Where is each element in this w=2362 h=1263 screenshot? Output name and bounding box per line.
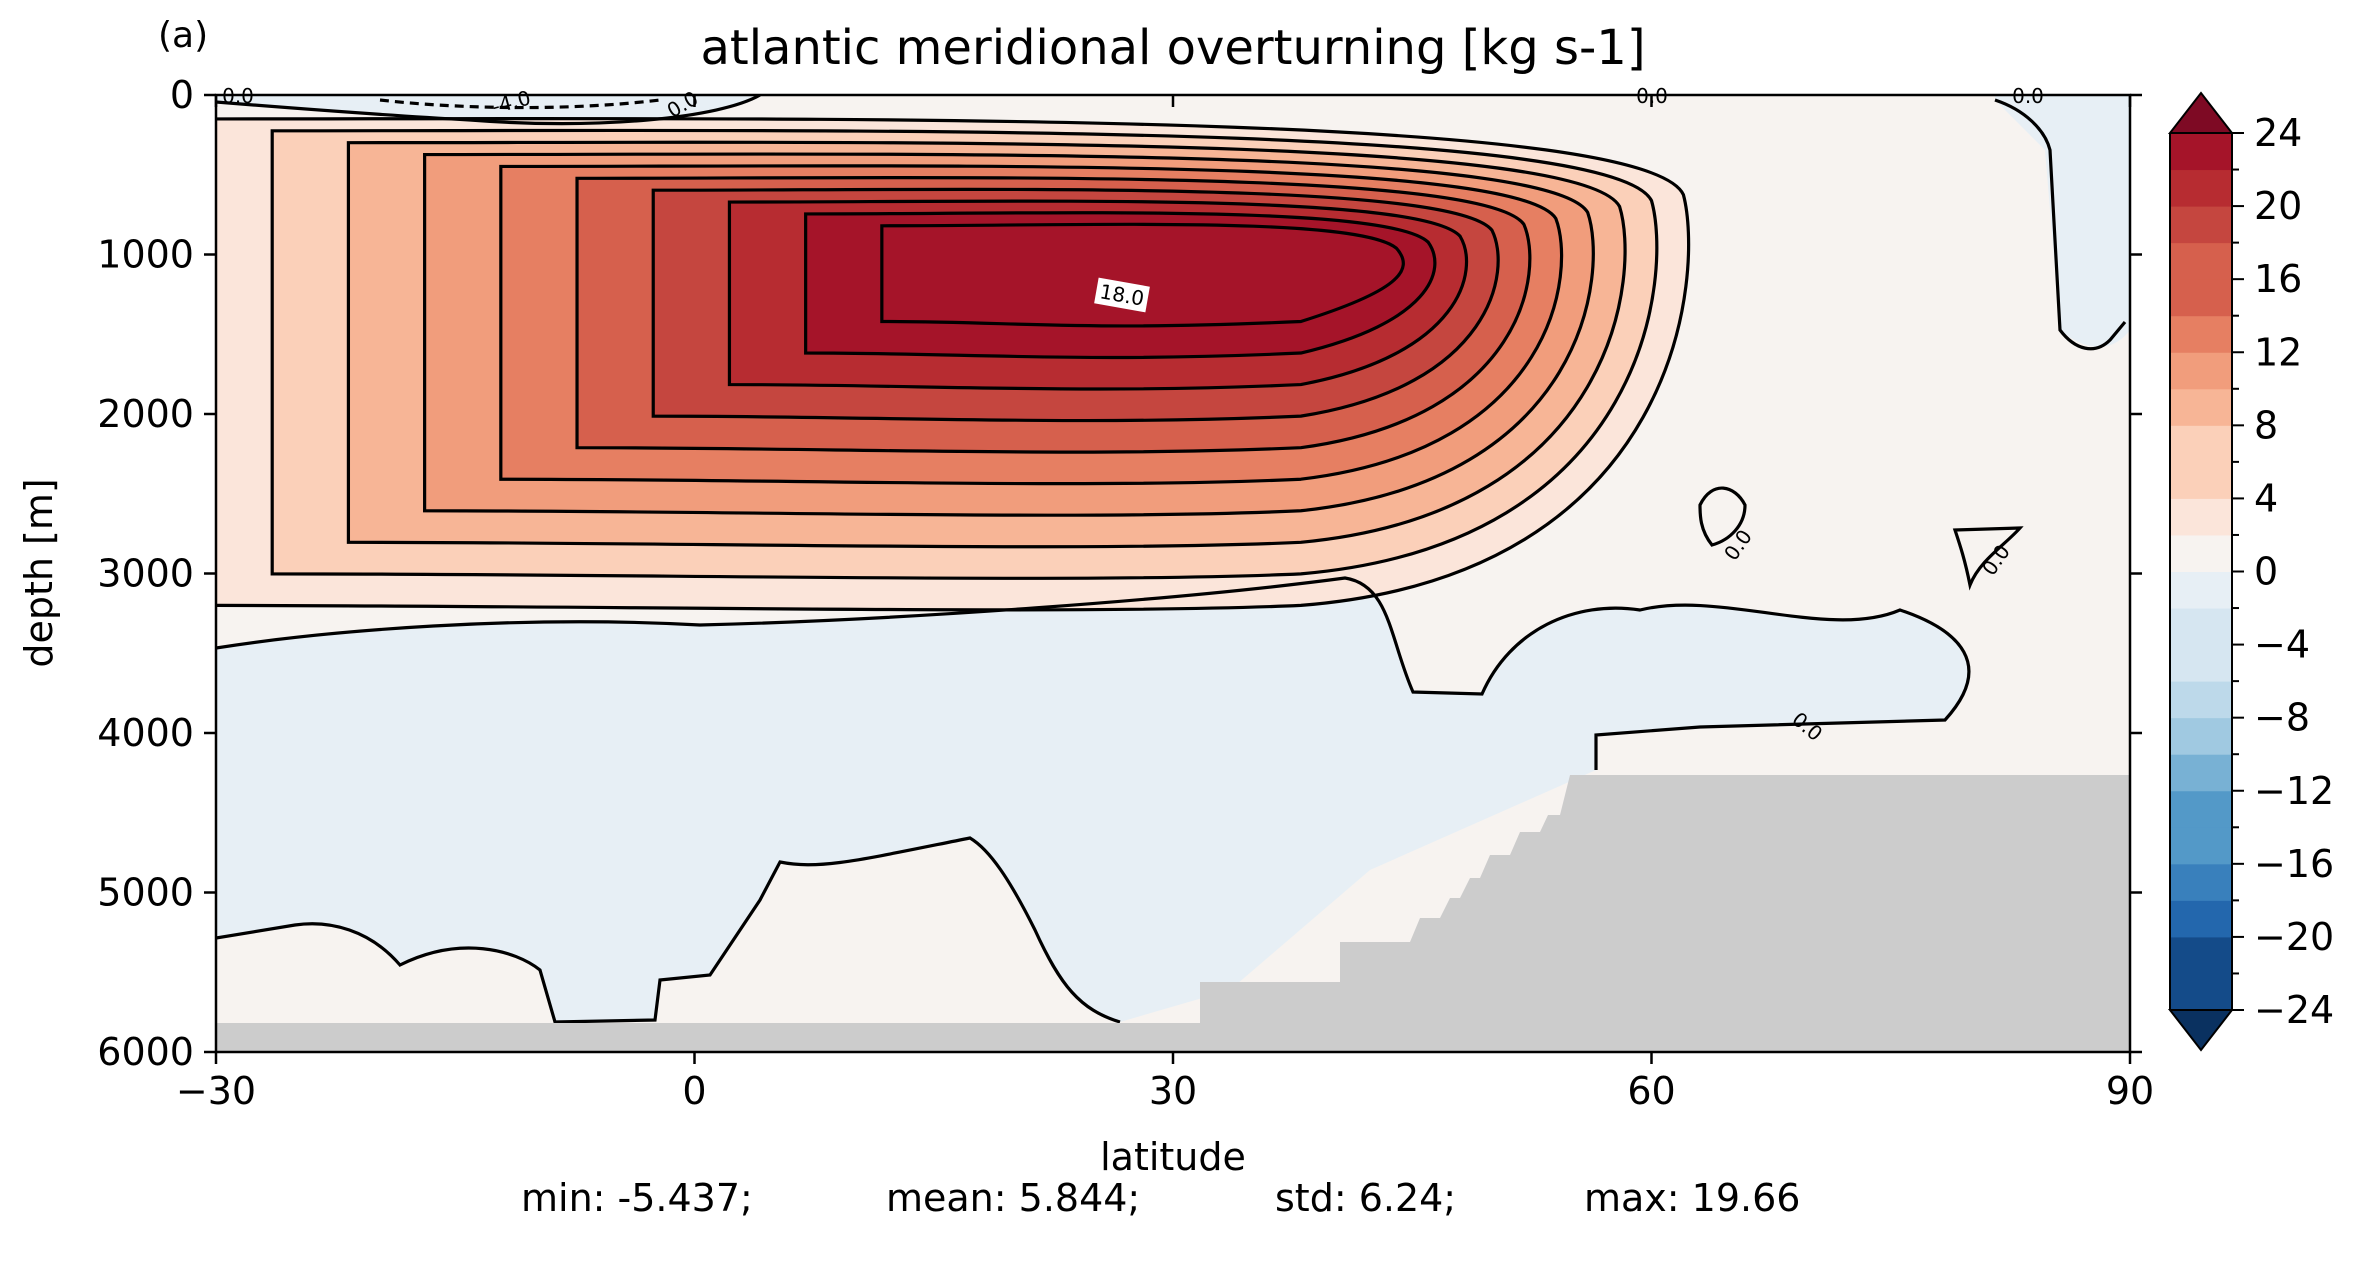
colorbar-tick-label: 0 <box>2254 550 2278 594</box>
stat-std: std: 6.24; <box>1275 1176 1456 1220</box>
colorbar-tick-label: −20 <box>2254 915 2334 959</box>
y-tick-label: 6000 <box>97 1030 194 1074</box>
colorbar-bin <box>2170 790 2232 828</box>
x-axis: −30 0 30 60 90 <box>176 95 2154 1113</box>
x-tick-label: 60 <box>1627 1069 1675 1113</box>
colorbar-bin <box>2170 206 2232 244</box>
y-tick-label: 0 <box>170 73 194 117</box>
contour-line-zero-deep <box>216 576 1971 770</box>
chart-title: atlantic meridional overturning [kg s-1] <box>700 20 1645 76</box>
colorbar-bin <box>2170 608 2232 646</box>
panel-label: (a) <box>158 15 208 56</box>
colorbar-extend-min <box>2167 1009 2235 1052</box>
colorbar-bin <box>2170 461 2232 499</box>
stats-line: min: -5.437; mean: 5.844; std: 6.24; max… <box>521 1176 1800 1220</box>
contour-line-small-loop <box>1698 486 1747 547</box>
contour-line-surface <box>216 95 761 126</box>
y-tick-label: 4000 <box>97 711 194 755</box>
y-axis: 0 1000 2000 3000 4000 5000 6000 <box>97 73 2142 1074</box>
colorbar-tick-label: 16 <box>2254 257 2302 301</box>
contour-line-north-loop <box>1952 526 2024 591</box>
colorbar: 24 20 16 12 8 4 0 −4 −8 −12 −16 −20 −24 <box>2167 91 2334 1052</box>
colorbar-extend-max <box>2167 91 2235 134</box>
colorbar-bin <box>2170 936 2232 974</box>
colorbar-bin <box>2170 242 2232 280</box>
colorbar-bin <box>2170 827 2232 865</box>
colorbar-tick-label: 12 <box>2254 330 2302 374</box>
x-tick-label: 0 <box>682 1069 706 1113</box>
y-axis-label: depth [m] <box>17 478 61 667</box>
x-axis-label: latitude <box>1100 1135 1246 1179</box>
colorbar-bin <box>2170 169 2232 207</box>
colorbar-bin <box>2170 534 2232 572</box>
deep-negative-cell <box>216 578 1969 1022</box>
x-tick-label: 30 <box>1149 1069 1197 1113</box>
y-tick-label: 1000 <box>97 233 194 277</box>
colorbar-bin <box>2170 425 2232 463</box>
colorbar-bin <box>2170 717 2232 755</box>
plot-area <box>216 95 2130 1052</box>
colorbar-tick-label: 24 <box>2254 111 2302 155</box>
colorbar-bin <box>2170 973 2232 1011</box>
contour-line-zero-bottom <box>216 836 1121 1024</box>
x-tick-label: −30 <box>176 1069 256 1113</box>
positive-overturning-cell <box>216 116 1691 612</box>
colorbar-tick-label: −8 <box>2254 696 2310 740</box>
colorbar-bin <box>2170 681 2232 719</box>
colorbar-tick-label: 4 <box>2254 476 2278 520</box>
colorbar-bin <box>2170 315 2232 353</box>
colorbar-tick-label: 8 <box>2254 403 2278 447</box>
stat-max: max: 19.66 <box>1584 1176 1800 1220</box>
positive-contour-level <box>880 222 1405 328</box>
colorbar-bin <box>2170 571 2232 609</box>
stat-min: min: -5.437; <box>521 1176 753 1220</box>
stat-mean: mean: 5.844; <box>886 1176 1140 1220</box>
colorbar-tick-label: −24 <box>2254 988 2334 1032</box>
colorbar-bin <box>2170 644 2232 682</box>
colorbar-tick-label: 20 <box>2254 184 2302 228</box>
colorbar-bin <box>2170 900 2232 938</box>
colorbar-tick-label: −12 <box>2254 769 2334 813</box>
land-mask <box>216 775 2130 1052</box>
y-tick-label: 2000 <box>97 392 194 436</box>
y-tick-label: 5000 <box>97 871 194 915</box>
arctic-negative-strip <box>1995 95 2130 347</box>
contour-line-surface-neg <box>379 98 661 110</box>
contour-line-arctic <box>1994 98 2127 351</box>
colorbar-bin <box>2170 388 2232 426</box>
colorbar-bin <box>2170 133 2232 171</box>
y-tick-label: 3000 <box>97 552 194 596</box>
colorbar-tick-label: −16 <box>2254 842 2334 886</box>
colorbar-bin <box>2170 754 2232 792</box>
colorbar-tick-label: −4 <box>2254 623 2310 667</box>
colorbar-bin <box>2170 863 2232 901</box>
colorbar-bin <box>2170 279 2232 317</box>
colorbar-bin <box>2170 498 2232 536</box>
colorbar-bin <box>2170 352 2232 390</box>
x-tick-label: 90 <box>2106 1069 2154 1113</box>
